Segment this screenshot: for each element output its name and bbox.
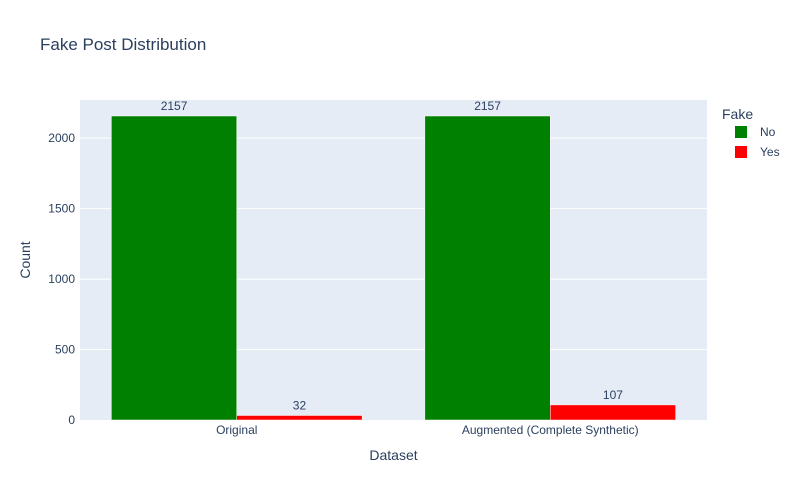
legend-label-no[interactable]: No <box>760 125 776 139</box>
legend-swatch-no[interactable] <box>735 126 747 138</box>
chart-title: Fake Post Distribution <box>40 35 206 54</box>
y-tick-label: 0 <box>68 413 75 427</box>
y-tick-label: 1500 <box>48 202 75 216</box>
y-tick-label: 500 <box>55 343 75 357</box>
x-tick-label: Augmented (Complete Synthetic) <box>462 423 639 437</box>
bar-yes-2 <box>550 405 675 420</box>
y-tick-label: 1000 <box>48 272 75 286</box>
x-tick-label: Original <box>216 423 257 437</box>
legend-swatch-yes[interactable] <box>735 146 747 158</box>
legend-title: Fake <box>722 106 753 122</box>
x-axis-title: Dataset <box>369 447 417 463</box>
y-axis-ticks: 0 500 1000 1500 2000 <box>48 131 75 427</box>
bar-yes-1 <box>237 415 362 420</box>
x-axis-ticks: Original Augmented (Complete Synthetic) <box>216 423 639 437</box>
y-axis-title: Count <box>17 241 33 278</box>
data-label: 32 <box>293 398 307 412</box>
data-label: 2157 <box>161 99 188 113</box>
legend-label-yes[interactable]: Yes <box>760 145 780 159</box>
data-label: 2157 <box>474 99 501 113</box>
legend-items: No Yes <box>735 125 780 159</box>
bar-no-1 <box>111 116 236 420</box>
legend: Fake No Yes <box>722 106 780 159</box>
data-label: 107 <box>603 388 623 402</box>
bar-no-2 <box>425 116 550 420</box>
y-tick-label: 2000 <box>48 131 75 145</box>
